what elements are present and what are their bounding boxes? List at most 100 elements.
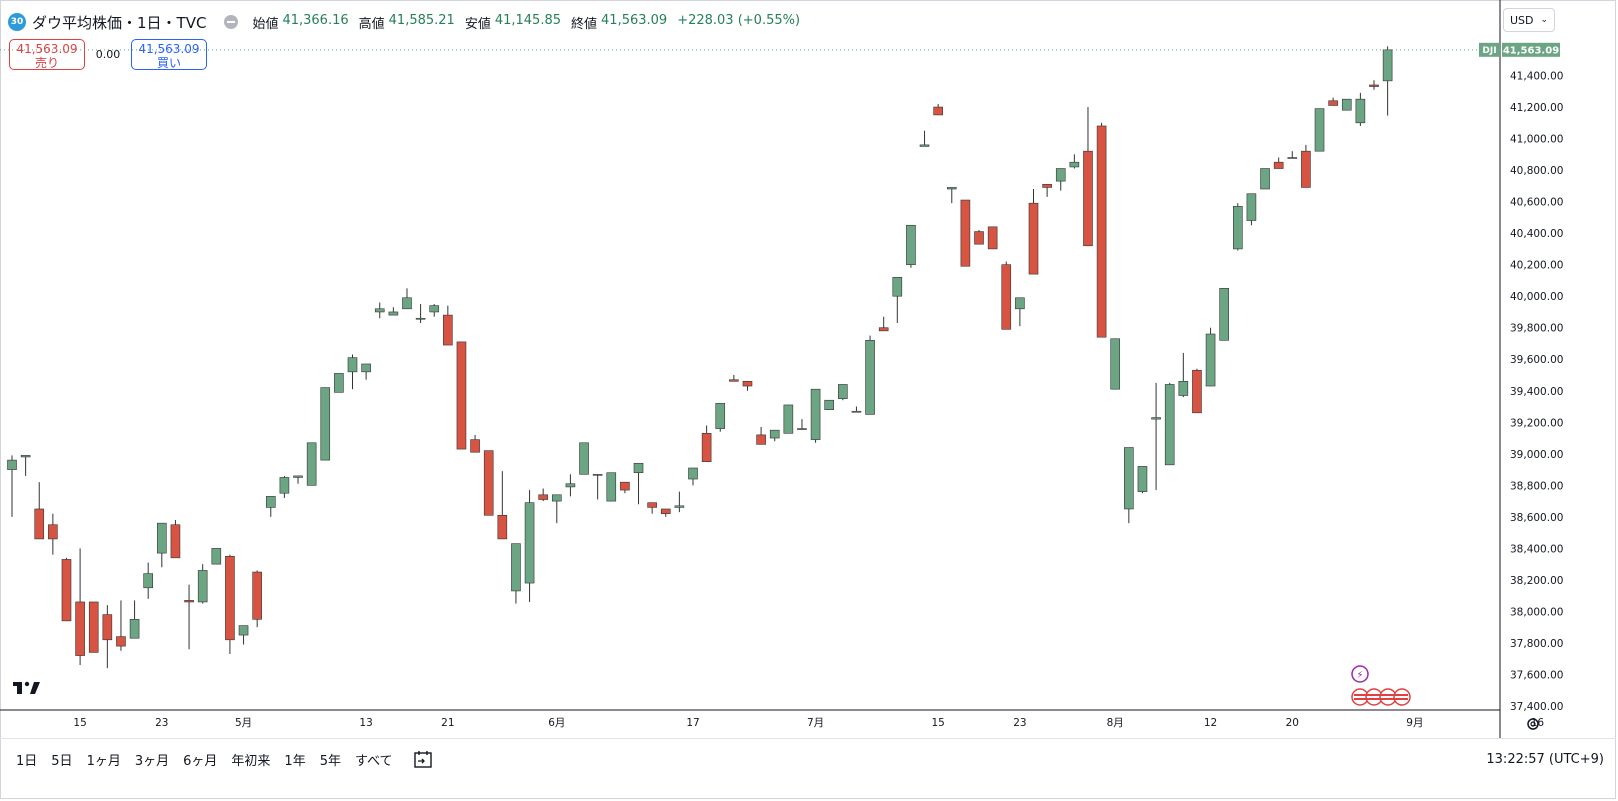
symbol-title[interactable]: ダウ平均株価・1日・TVC <box>32 13 207 32</box>
candle <box>102 605 113 669</box>
clock-timezone[interactable]: 13:22:57 (UTC+9) <box>1486 751 1604 767</box>
candle-body <box>538 494 548 500</box>
candle-body <box>170 524 181 559</box>
y-tick-label: 38,800.00 <box>1510 480 1563 492</box>
range-button[interactable]: 6ヶ月 <box>183 753 218 769</box>
range-button[interactable]: 1年 <box>284 753 306 769</box>
candle <box>660 508 671 517</box>
range-button[interactable]: 5日 <box>51 753 73 769</box>
candle-body <box>1205 333 1216 387</box>
calendar-icon[interactable] <box>413 749 433 769</box>
candle-body <box>116 636 126 647</box>
candle <box>88 601 99 653</box>
currency-select[interactable]: USD ⌄ <box>1503 8 1555 32</box>
candle <box>606 472 617 502</box>
candle-body <box>388 311 399 316</box>
candle <box>1246 193 1257 226</box>
candle-body <box>279 477 290 494</box>
candle <box>1301 144 1311 188</box>
candle <box>919 130 930 147</box>
candle-body <box>715 403 726 429</box>
candle-body <box>1096 125 1107 338</box>
range-button[interactable]: 1日 <box>16 753 38 769</box>
candle <box>470 434 480 453</box>
candle-body <box>1219 288 1229 341</box>
candle <box>620 481 630 494</box>
candle-body <box>647 502 657 508</box>
candle-body <box>48 524 58 540</box>
x-tick-label: 7月 <box>807 717 824 729</box>
candle-body <box>701 433 712 462</box>
candle <box>388 307 399 316</box>
candle-body <box>293 475 303 478</box>
candle <box>265 496 276 517</box>
candle <box>1192 368 1202 414</box>
y-tick-label: 39,000.00 <box>1510 449 1563 461</box>
candle <box>306 442 317 486</box>
candlestick-chart[interactable]: 37,400.00 37,600.00 37,800.00 38,000.00 38,2… <box>0 0 1618 738</box>
candle <box>688 467 698 486</box>
candle-body <box>20 455 31 458</box>
open-value: 41,366.16 <box>282 12 349 28</box>
candle-body <box>783 404 794 434</box>
y-tick-label: 37,400.00 <box>1510 701 1563 713</box>
candle-body <box>660 508 671 515</box>
candle-body <box>252 571 262 620</box>
candle <box>197 564 208 604</box>
svg-text:⚡: ⚡ <box>1356 670 1363 681</box>
candle-body <box>225 555 235 641</box>
candle <box>878 316 889 332</box>
candle <box>1328 97 1338 106</box>
candle <box>1260 168 1270 190</box>
buy-button[interactable]: 41,563.09 買い <box>131 39 207 70</box>
candle-body <box>620 481 630 491</box>
range-button[interactable]: 1ヶ月 <box>86 753 121 769</box>
candle-body <box>674 505 685 508</box>
tradingview-logo <box>13 681 40 694</box>
y-tick-label: 37,600.00 <box>1510 669 1563 681</box>
y-tick-label: 40,400.00 <box>1510 228 1563 240</box>
candle-body <box>1110 338 1121 390</box>
candle <box>61 557 72 622</box>
candle-body <box>892 276 903 297</box>
range-button[interactable]: 3ヶ月 <box>134 753 170 769</box>
candle <box>184 584 194 650</box>
sell-button[interactable]: 41,563.09 売り <box>9 39 85 70</box>
candle <box>143 562 153 599</box>
candle <box>347 354 358 390</box>
candle <box>1219 288 1229 341</box>
candle-body <box>1164 384 1175 466</box>
candle-body <box>742 381 753 387</box>
x-tick-label: 9月 <box>1406 717 1423 729</box>
market-status-icon[interactable] <box>224 15 239 29</box>
x-tick-label: 13 <box>359 717 372 729</box>
candle <box>756 427 766 445</box>
candle <box>334 373 344 393</box>
range-button[interactable]: 5年 <box>319 753 341 769</box>
candle-body <box>797 428 807 430</box>
open-label: 始値 <box>252 16 279 32</box>
candle-body <box>374 308 385 313</box>
candle <box>1042 183 1052 197</box>
candle-body <box>415 317 426 320</box>
candle-body <box>61 559 72 622</box>
high-label: 高値 <box>358 16 385 32</box>
x-tick-label: 5月 <box>235 717 252 729</box>
candle-body <box>1083 150 1093 247</box>
candle-body <box>565 483 576 488</box>
candle-body <box>320 387 331 461</box>
candle <box>48 513 58 555</box>
candle <box>483 450 494 516</box>
candle <box>1110 338 1121 390</box>
candle <box>1287 151 1298 159</box>
candle <box>279 475 290 498</box>
candle-body <box>878 327 889 332</box>
x-tick-label: 21 <box>441 717 454 729</box>
y-tick-label: 39,400.00 <box>1510 386 1563 398</box>
range-button[interactable]: すべて <box>354 753 393 769</box>
candle <box>1355 92 1366 126</box>
candle-body <box>306 442 317 486</box>
x-tick-label: 23 <box>1013 717 1026 729</box>
range-button[interactable]: 年初来 <box>231 753 271 769</box>
candle <box>157 522 167 568</box>
